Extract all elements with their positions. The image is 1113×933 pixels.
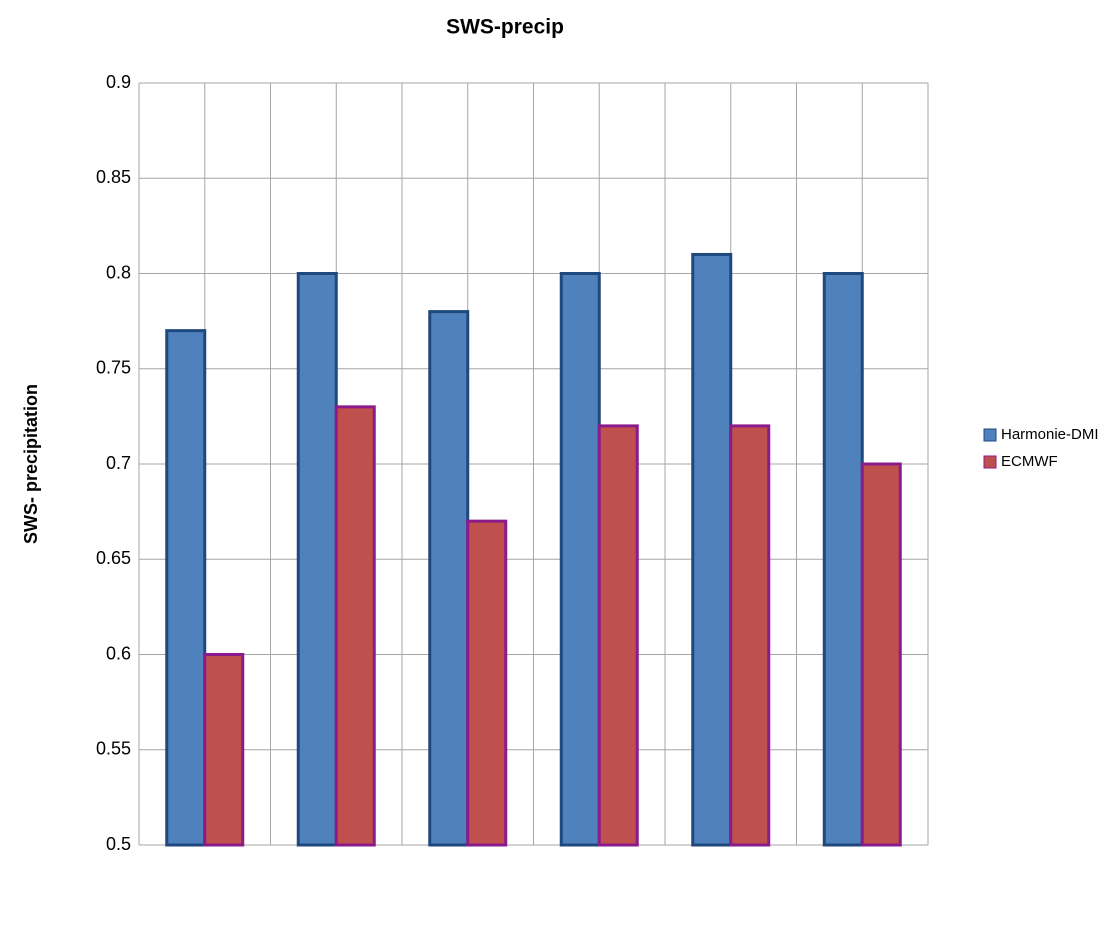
- y-tick-label: 0.55: [96, 739, 131, 759]
- bar: [597, 424, 639, 847]
- legend-label: Harmonie-DMI: [1001, 426, 1099, 443]
- bar: [203, 653, 245, 847]
- bar: [334, 405, 376, 847]
- bar: [822, 272, 864, 847]
- y-tick-label: 0.5: [106, 834, 131, 854]
- y-tick-label: 0.65: [96, 548, 131, 568]
- y-tick-label: 0.75: [96, 358, 131, 378]
- y-tick-label: 0.85: [96, 167, 131, 187]
- bar: [860, 462, 902, 847]
- chart-title: SWS-precip: [446, 16, 564, 39]
- legend-swatch: [983, 428, 997, 442]
- bar: [296, 272, 338, 847]
- y-tick-label: 0.8: [106, 262, 131, 282]
- bar: [466, 519, 508, 847]
- bar: [691, 252, 733, 847]
- y-tick-label: 0.6: [106, 643, 131, 663]
- bar: [428, 310, 470, 847]
- y-tick-label: 0.9: [106, 72, 131, 92]
- bar: [165, 329, 207, 847]
- legend-swatch: [983, 455, 997, 469]
- bar: [729, 424, 771, 847]
- y-axis-label: SWS- precipitation: [21, 384, 41, 544]
- legend-label: ECMWF: [1001, 453, 1058, 470]
- bar: [559, 272, 601, 847]
- y-tick-label: 0.7: [106, 453, 131, 473]
